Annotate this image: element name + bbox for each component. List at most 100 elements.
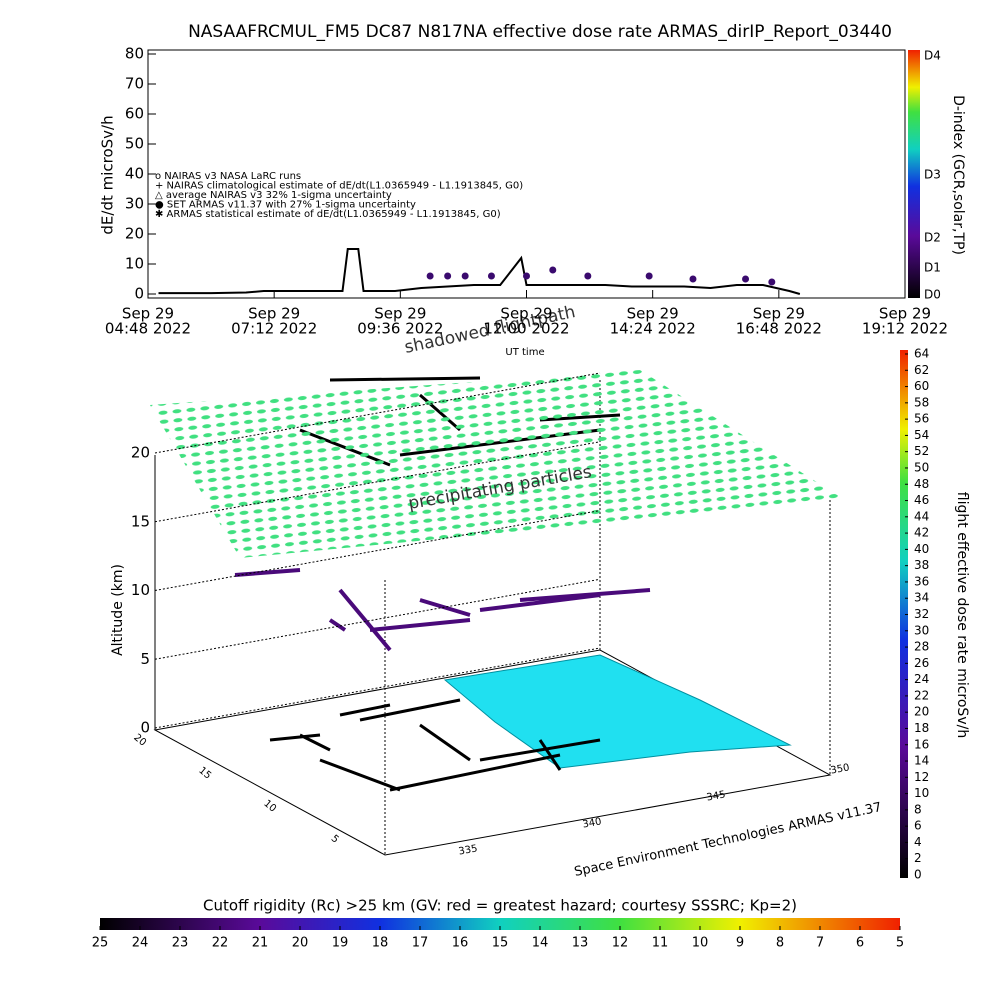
x-tick-label: 09:36 2022	[357, 320, 443, 338]
dose-tick-label: 26	[914, 656, 929, 670]
dose-colorbar	[900, 350, 908, 878]
altitude-grid	[154, 647, 601, 729]
rigidity-tick-label: 6	[856, 936, 864, 951]
latitude-tick-label: 10	[261, 798, 278, 815]
dose-tick-label: 0	[914, 868, 922, 882]
longitude-tick-label: 340	[582, 816, 603, 830]
dose-tick-label: 4	[914, 835, 922, 849]
series-line	[158, 248, 801, 295]
y-tick-label: 20	[125, 225, 144, 243]
series-point	[549, 266, 557, 274]
credit: Space Environment Technologies ARMAS v11…	[573, 800, 883, 880]
dose-tick-label: 32	[914, 607, 929, 621]
x-tick-label: 12:00 2022	[483, 320, 569, 338]
dindex-label: D0	[924, 288, 941, 302]
x-tick-label: Sep 29	[627, 305, 679, 323]
dose-tick-label: 44	[914, 509, 929, 523]
dose-tick-label: 14	[914, 754, 929, 768]
altitude-tick-label: 15	[131, 512, 150, 530]
series-point	[523, 272, 530, 280]
dose-tick-label: 40	[914, 542, 929, 556]
dose-tick-label: 10	[914, 786, 929, 800]
series-point	[461, 272, 469, 280]
altitude-grid	[154, 578, 601, 660]
rigidity-tick-label: 12	[612, 936, 629, 951]
rigidity-tick-label: 16	[452, 936, 469, 951]
y-tick-label: 70	[125, 75, 144, 93]
dindex-label: D3	[924, 168, 941, 182]
y-tick-label: 80	[125, 45, 144, 63]
dose-tick-label: 16	[914, 737, 929, 751]
series-point	[645, 272, 653, 280]
dose-tick-label: 54	[914, 428, 929, 442]
dose-tick-label: 24	[914, 672, 929, 686]
y-axis-label: dE/dt microSv/h	[99, 115, 117, 234]
series-point	[689, 275, 697, 283]
x-tick-label: 04:48 2022	[105, 320, 191, 338]
altitude-tick-label: 20	[131, 444, 150, 462]
rigidity-tick-label: 8	[776, 936, 784, 951]
dose-tick-label: 6	[914, 819, 922, 833]
legend-entry: △ average NAIRAS v3 32% 1-sigma uncertai…	[155, 190, 392, 201]
rigidity-tick-label: 9	[736, 936, 744, 951]
land	[443, 654, 792, 769]
rigidity-tick-label: 19	[332, 936, 349, 951]
scene-3d	[100, 350, 908, 930]
longitude-tick-label: 350	[830, 762, 851, 776]
dose-tick-label: 62	[914, 363, 929, 377]
x-tick-label: 19:12 2022	[862, 320, 948, 338]
dose-track	[234, 568, 651, 652]
y-tick-label: 0	[134, 285, 144, 303]
altitude-grid	[154, 441, 601, 523]
x-tick-label: Sep 29	[879, 305, 931, 323]
dose-tick-label: 2	[914, 851, 922, 865]
dindex-label: D4	[924, 49, 941, 63]
y-tick-label: 10	[125, 255, 144, 273]
chart-title: NASAAFRCMUL_FM5 DC87 N817NA effective do…	[188, 22, 892, 42]
legend-entry: ✱ ARMAS statistical estimate of dE/dt(L1…	[155, 209, 501, 220]
dose-tick-label: 48	[914, 477, 929, 491]
altitude-tick-label: 5	[140, 650, 150, 668]
series-point	[444, 272, 452, 280]
series-point	[426, 272, 434, 280]
series-point	[487, 272, 495, 280]
dindex-label: D2	[924, 231, 941, 245]
dose-tick-label: 38	[914, 558, 929, 572]
dose-tick-label: 50	[914, 460, 929, 474]
dose-tick-label: 64	[914, 347, 929, 361]
y-tick-label: 40	[125, 165, 144, 183]
dose-tick-label: 46	[914, 493, 929, 507]
rigidity-colorbar-title: Cutoff rigidity (Rc) >25 km (GV: red = g…	[203, 897, 797, 915]
dose-tick-label: 42	[914, 526, 929, 540]
dose-tick-label: 60	[914, 379, 929, 393]
dose-tick-label: 30	[914, 623, 929, 637]
rigidity-tick-label: 14	[532, 936, 549, 951]
x-tick-label: Sep 29	[122, 305, 174, 323]
dose-tick-label: 34	[914, 591, 929, 605]
latitude-tick-label: 5	[329, 833, 341, 846]
longitude-tick-label: 335	[458, 843, 479, 857]
dindex-colorbar	[908, 50, 920, 298]
dose-tick-label: 28	[914, 640, 929, 654]
x-tick-label: 07:12 2022	[231, 320, 317, 338]
altitude-tick-label: 10	[131, 581, 150, 599]
x-axis-label: UT time	[505, 347, 544, 358]
longitude-tick-label: 345	[706, 789, 727, 803]
dose-tick-label: 18	[914, 721, 929, 735]
latitude-tick-label: 15	[196, 765, 213, 782]
dose-tick-label: 36	[914, 574, 929, 588]
rigidity-tick-label: 22	[212, 936, 229, 951]
series-point	[584, 272, 592, 280]
y-tick-label: 50	[125, 135, 144, 153]
altitude-label: Altitude (km)	[110, 564, 126, 656]
rigidity-tick-label: 11	[652, 936, 669, 951]
altitude-grid	[154, 372, 601, 454]
rigidity-tick-label: 18	[372, 936, 389, 951]
rigidity-tick-label: 25	[92, 936, 109, 951]
x-tick-label: 14:24 2022	[610, 320, 696, 338]
series-point	[742, 275, 750, 283]
dose-tick-label: 8	[914, 802, 922, 816]
rigidity-tick-label: 7	[816, 936, 824, 951]
dose-tick-label: 12	[914, 770, 929, 784]
particle-grid	[150, 370, 845, 558]
